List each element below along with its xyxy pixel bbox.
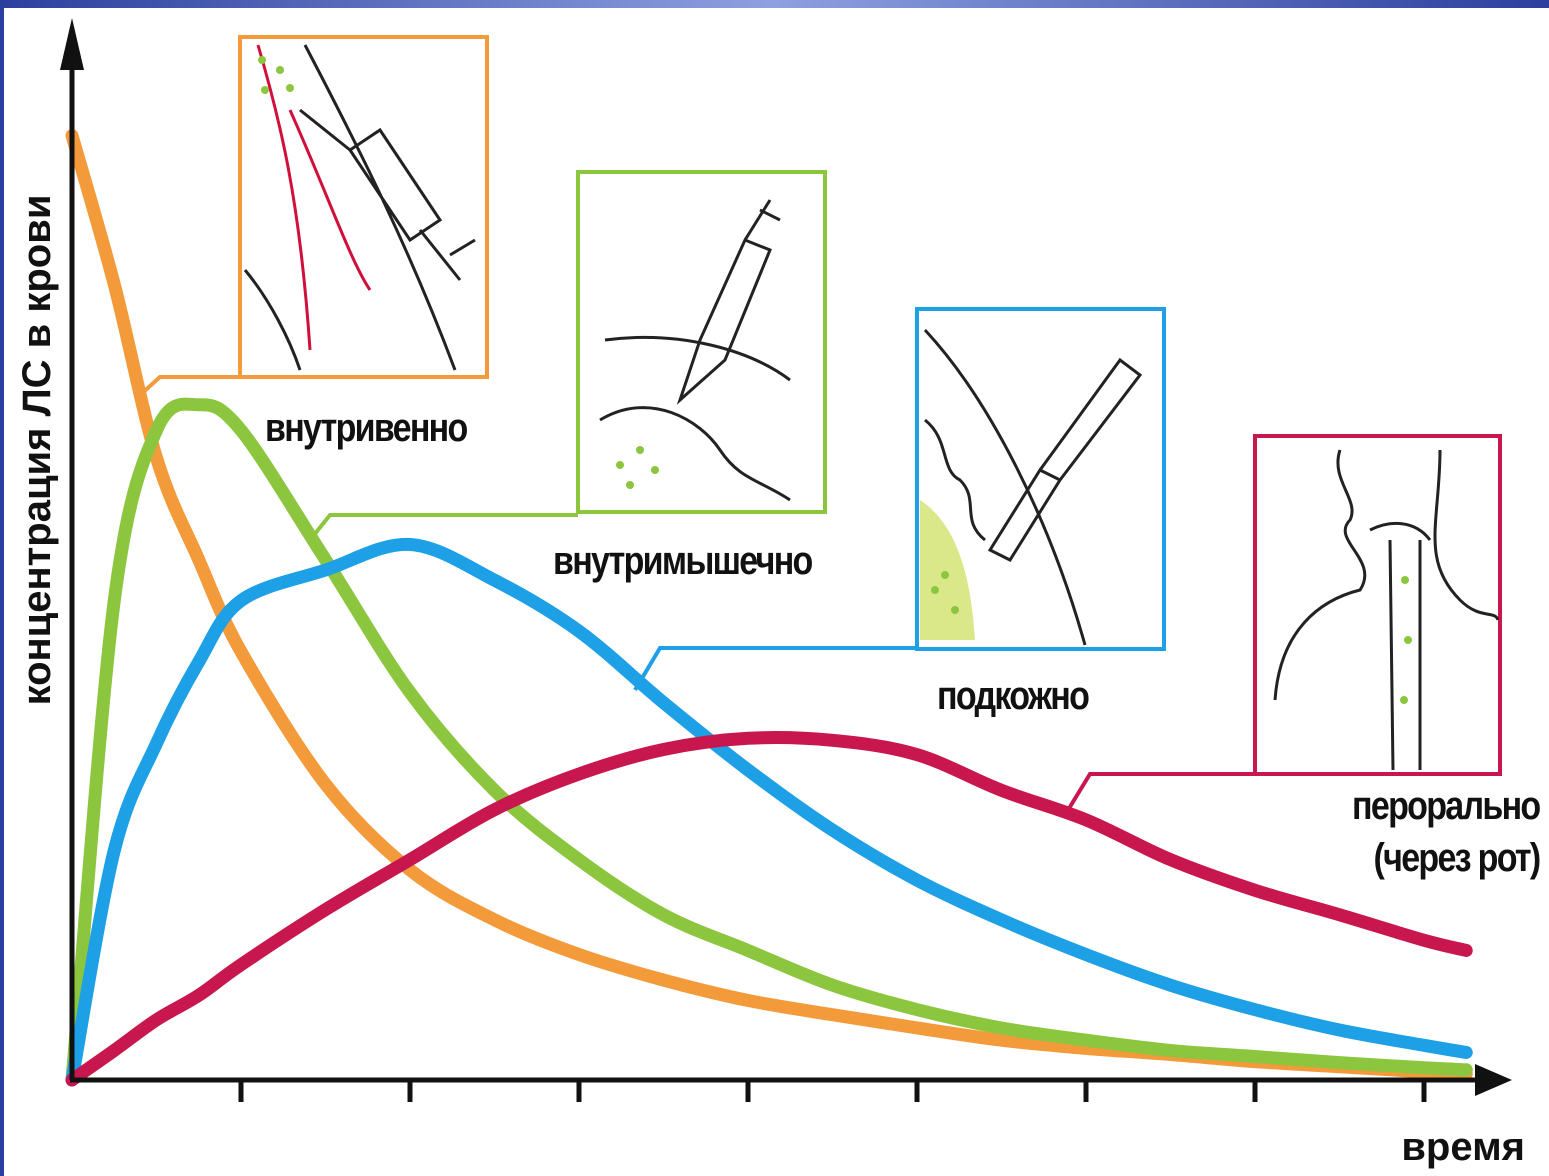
series-label: внутривенно [265, 406, 468, 450]
series-label: внутримышечно [553, 539, 813, 583]
inset-iv [238, 35, 489, 379]
series-line [65, 397, 1473, 1087]
series-line [65, 731, 1473, 1087]
series-line [65, 537, 1473, 1087]
x-axis-title: время [1401, 1125, 1525, 1169]
connectors [138, 375, 1255, 817]
inset-oral [1253, 434, 1502, 776]
inset-im [576, 170, 827, 514]
top-bar [0, 0, 1549, 8]
series-label: перорально (через рот) [1352, 784, 1541, 880]
left-bar [0, 0, 4, 1176]
series-label: подкожно [937, 674, 1090, 718]
y-axis-title: концентрация ЛС в крови [15, 195, 59, 706]
inset-sc [915, 307, 1166, 651]
